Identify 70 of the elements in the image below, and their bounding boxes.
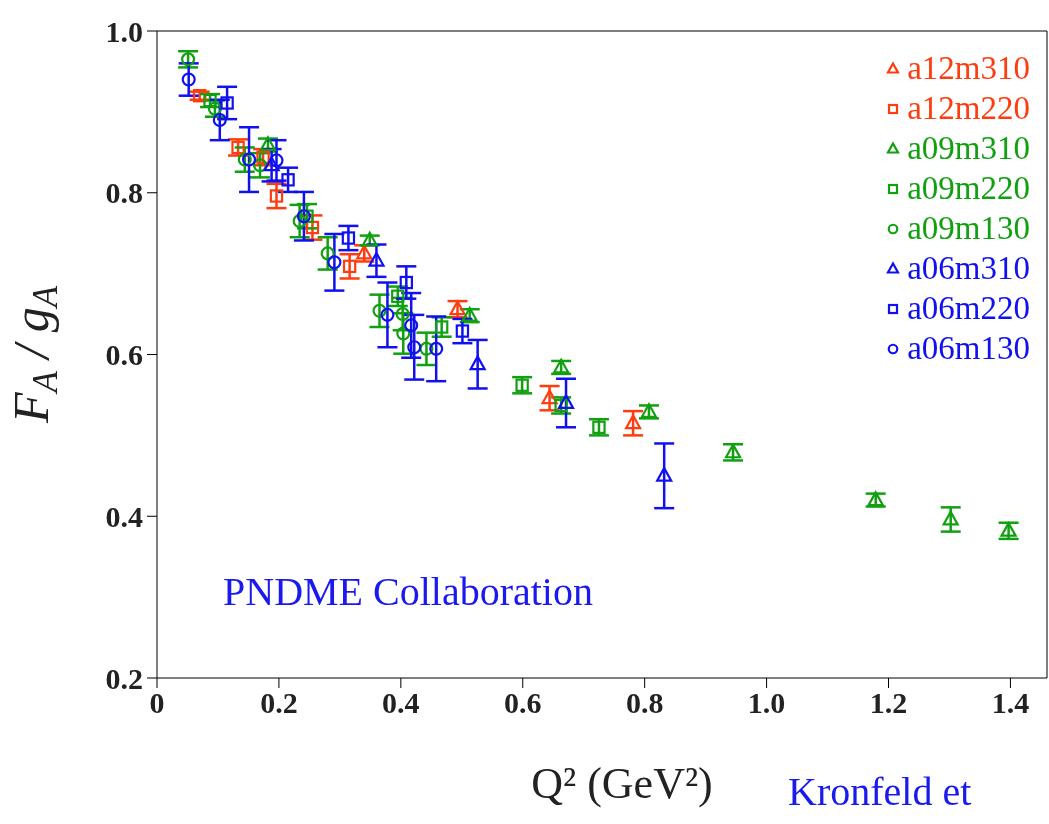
point — [342, 259, 357, 274]
point — [515, 378, 529, 392]
point — [231, 140, 245, 155]
point — [341, 231, 356, 245]
legend-label: a09m130 — [907, 209, 1030, 248]
point — [380, 307, 395, 322]
point — [554, 398, 568, 413]
point — [399, 275, 414, 290]
point — [256, 150, 270, 164]
point — [292, 214, 307, 229]
point — [395, 307, 410, 322]
point — [429, 341, 444, 356]
point — [407, 340, 422, 355]
point — [181, 72, 196, 87]
y-tick-label: 0.8 — [105, 176, 143, 210]
x-tick-label: 0.8 — [625, 686, 664, 720]
legend-label: a06m130 — [907, 329, 1030, 368]
legend-label: a12m220 — [907, 89, 1030, 128]
point — [242, 152, 257, 167]
point — [592, 420, 606, 434]
legend-label: a12m310 — [907, 49, 1030, 88]
point — [220, 96, 234, 110]
legend-label: a09m220 — [907, 169, 1030, 208]
y-tick-label: 0.6 — [105, 338, 143, 372]
point — [263, 156, 280, 172]
point — [305, 220, 320, 235]
point — [212, 112, 227, 128]
point — [557, 394, 575, 410]
x-tick-label: 1.0 — [747, 686, 786, 720]
point — [391, 289, 405, 303]
x-tick-label: 0.2 — [260, 686, 298, 720]
point — [656, 467, 673, 482]
legend-label: a06m220 — [907, 289, 1030, 328]
legend-label: a09m310 — [907, 129, 1030, 168]
point — [296, 209, 311, 224]
point — [541, 389, 558, 405]
point — [469, 355, 486, 371]
x-tick-label: 1.4 — [991, 686, 1030, 720]
point — [396, 326, 411, 341]
point — [553, 358, 570, 374]
x-axis-title: Q² (GeV²) — [531, 759, 713, 808]
point — [320, 246, 335, 261]
point — [455, 324, 470, 338]
point — [281, 173, 295, 187]
text: Kronfeld et — [788, 768, 972, 815]
y-tick-label: 0.4 — [105, 499, 143, 533]
point — [327, 255, 342, 270]
point — [237, 152, 252, 167]
point — [624, 414, 642, 430]
point — [207, 101, 222, 116]
point — [300, 209, 314, 223]
point — [269, 153, 284, 168]
point — [404, 318, 419, 333]
point — [269, 189, 284, 203]
point — [181, 52, 196, 67]
x-tick-label: 0.4 — [382, 686, 420, 720]
point — [192, 89, 207, 103]
point — [203, 93, 217, 108]
point — [419, 341, 434, 356]
point — [372, 303, 387, 318]
legend-label: a06m310 — [907, 249, 1030, 288]
annotation: PNDME Collaboration — [223, 568, 593, 615]
x-tick-label: 0 — [149, 686, 165, 720]
x-tick-label: 1.2 — [869, 686, 908, 720]
y-tick-label: 1.0 — [105, 14, 143, 48]
y-tick-label: 0.2 — [105, 661, 143, 695]
point — [368, 251, 385, 267]
point — [942, 510, 959, 526]
x-tick-label: 0.6 — [504, 686, 542, 720]
point — [252, 158, 268, 173]
